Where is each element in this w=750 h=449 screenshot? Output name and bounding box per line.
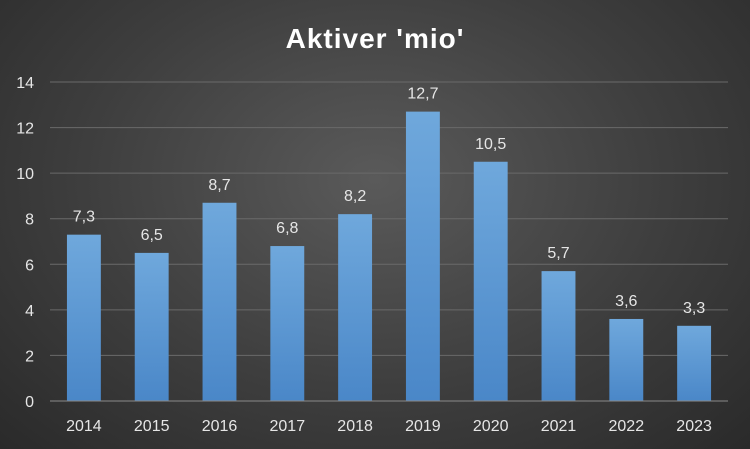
- bar-2023: [677, 325, 712, 401]
- x-tick-label: 2017: [270, 418, 306, 435]
- bar-2015: [134, 252, 169, 401]
- data-label: 12,7: [407, 86, 438, 103]
- x-tick-label: 2021: [541, 418, 577, 435]
- x-tick-label: 2020: [473, 418, 509, 435]
- bar-2018: [338, 214, 373, 401]
- y-tick-label: 12: [16, 121, 34, 138]
- data-labels: 7,3 6,5 8,7 6,8 8,2 12,7 10,5 5,7 3,6 3,3: [73, 86, 706, 317]
- bar-2020: [473, 161, 508, 401]
- x-tick-label: 2023: [676, 418, 712, 435]
- chart-title: Aktiver 'mio': [286, 23, 465, 54]
- data-label: 6,8: [276, 220, 298, 237]
- x-tick-label: 2014: [66, 418, 102, 435]
- bar-2022: [609, 318, 644, 401]
- bar-2021: [541, 271, 576, 401]
- data-label: 3,6: [615, 293, 637, 310]
- x-tick-label: 2019: [405, 418, 441, 435]
- x-tick-label: 2016: [202, 418, 238, 435]
- y-axis-ticks: 0 2 4 6 8 10 12 14: [16, 75, 34, 411]
- x-tick-label: 2015: [134, 418, 170, 435]
- y-tick-label: 2: [25, 348, 34, 365]
- x-tick-label: 2018: [337, 418, 373, 435]
- data-label: 8,7: [208, 177, 230, 194]
- bar-2016: [202, 202, 237, 401]
- x-axis-ticks: 2014 2015 2016 2017 2018 2019 2020 2021 2022 2023: [66, 418, 712, 435]
- data-label: 7,3: [73, 209, 95, 226]
- y-tick-label: 6: [25, 257, 34, 274]
- y-tick-label: 10: [16, 166, 34, 183]
- bar-2017: [270, 246, 305, 401]
- bar-2019: [405, 111, 440, 401]
- data-label: 8,2: [344, 188, 366, 205]
- bars: [66, 111, 712, 401]
- y-tick-label: 4: [25, 303, 34, 320]
- data-label: 5,7: [547, 245, 569, 262]
- data-label: 10,5: [475, 136, 506, 153]
- y-tick-label: 0: [25, 394, 34, 411]
- data-label: 6,5: [141, 227, 163, 244]
- y-tick-label: 14: [16, 75, 34, 92]
- bar-2014: [66, 234, 101, 401]
- x-tick-label: 2022: [609, 418, 645, 435]
- y-tick-label: 8: [25, 212, 34, 229]
- data-label: 3,3: [683, 300, 705, 317]
